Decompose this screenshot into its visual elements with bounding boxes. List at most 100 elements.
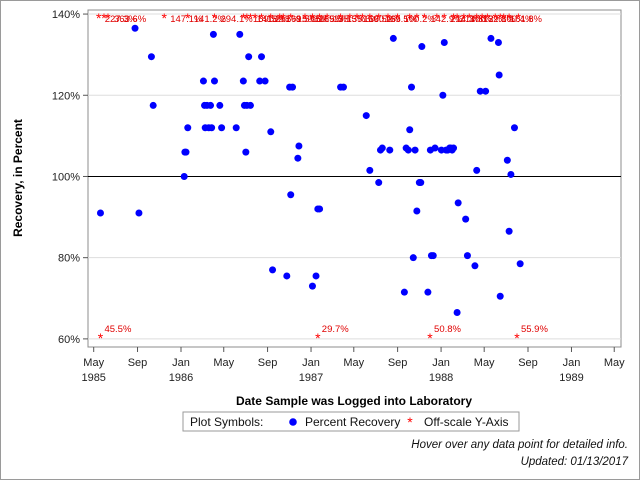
offscale-high-label: 363.6% xyxy=(114,14,147,25)
data-point xyxy=(408,83,416,91)
offscale-high-label: 141.2% xyxy=(256,14,289,25)
offscale-high-marker: * xyxy=(451,10,457,26)
x-tick-label: Sep xyxy=(388,357,408,369)
data-point xyxy=(400,288,408,296)
offscale-high-marker: * xyxy=(185,10,191,26)
data-point xyxy=(496,292,504,300)
data-point xyxy=(507,170,515,178)
data-point xyxy=(429,252,437,260)
data-point xyxy=(510,124,518,132)
offscale-high-marker: * xyxy=(96,10,102,26)
data-point xyxy=(147,53,155,61)
legend-label-offscale: Off-scale Y-Axis xyxy=(424,415,508,429)
offscale-high-marker: * xyxy=(407,10,413,26)
data-point xyxy=(495,71,503,79)
data-point xyxy=(135,209,143,217)
x-tick-label: Sep xyxy=(128,357,148,369)
offscale-high-label: 132.8% xyxy=(483,14,516,25)
data-point xyxy=(316,205,324,213)
data-point xyxy=(386,146,394,154)
x-tick-label: Sep xyxy=(518,357,538,369)
data-point xyxy=(411,146,419,154)
hover-note: Hover over any data point for detailed i… xyxy=(411,439,628,451)
data-point xyxy=(476,87,484,95)
data-point xyxy=(424,288,432,296)
plot-area xyxy=(87,9,622,348)
legend-box xyxy=(182,411,520,432)
offscale-low-marker: * xyxy=(427,330,433,346)
offscale-high-label: 161.8% xyxy=(510,14,543,25)
data-point xyxy=(294,154,302,162)
x-tick-year: 1986 xyxy=(169,372,193,384)
data-point xyxy=(418,43,426,51)
offscale-high-marker: * xyxy=(360,10,366,26)
offscale-high-marker: * xyxy=(485,10,491,26)
offscale-high-marker: * xyxy=(277,10,283,26)
data-point xyxy=(389,34,397,42)
x-tick-label: May xyxy=(83,357,104,369)
offscale-high-label: 169.5% xyxy=(363,14,396,25)
data-point xyxy=(236,30,244,38)
y-tick-label: 120% xyxy=(52,90,80,102)
data-point xyxy=(245,53,253,61)
offscale-high-label: 100.4% xyxy=(501,14,534,25)
offscale-high-marker: * xyxy=(101,10,107,26)
data-point xyxy=(289,83,297,91)
offscale-high-label: 189.5% xyxy=(268,14,301,25)
y-axis-title: Recovery, in Percent xyxy=(11,119,25,237)
data-point xyxy=(180,172,188,180)
offscale-high-marker: * xyxy=(493,10,499,26)
offscale-high-marker: * xyxy=(395,10,401,26)
data-point xyxy=(149,101,157,109)
offscale-low-label: 55.9% xyxy=(521,324,548,335)
data-point xyxy=(256,77,264,85)
offscale-high-marker: * xyxy=(501,10,507,26)
data-point xyxy=(242,148,250,156)
data-point xyxy=(362,112,370,120)
data-point xyxy=(503,156,511,164)
data-point xyxy=(450,144,458,152)
offscale-low-label: 50.8% xyxy=(434,324,461,335)
data-point xyxy=(439,91,447,99)
offscale-high-marker: * xyxy=(302,10,308,26)
data-point xyxy=(462,215,470,223)
offscale-high-marker: * xyxy=(244,10,250,26)
data-point xyxy=(404,146,412,154)
data-point xyxy=(312,272,320,280)
offscale-high-marker: * xyxy=(281,10,287,26)
data-point xyxy=(440,38,448,46)
data-point xyxy=(131,24,139,32)
data-point xyxy=(482,87,490,95)
data-point xyxy=(473,166,481,174)
x-tick-label: Jan xyxy=(432,357,450,369)
y-tick-label: 80% xyxy=(58,253,80,265)
x-tick-label: Sep xyxy=(258,357,278,369)
offscale-high-label: 100.2% xyxy=(404,14,437,25)
data-point xyxy=(182,148,190,156)
data-point xyxy=(378,144,386,152)
offscale-high-label: 169.5% xyxy=(253,14,286,25)
data-point xyxy=(218,124,226,132)
offscale-high-marker: * xyxy=(506,10,512,26)
offscale-high-marker: * xyxy=(367,10,373,26)
offscale-high-marker: * xyxy=(497,10,503,26)
offscale-high-marker: * xyxy=(241,10,247,26)
legend-label-points: Percent Recovery xyxy=(305,415,400,429)
data-point xyxy=(246,101,254,109)
data-point xyxy=(232,124,240,132)
offscale-high-marker: * xyxy=(414,10,420,26)
offscale-high-marker: * xyxy=(422,10,428,26)
x-tick-label: May xyxy=(604,357,625,369)
updated-date: Updated: 01/13/2017 xyxy=(520,456,628,468)
x-tick-year: 1987 xyxy=(299,372,323,384)
data-point xyxy=(494,38,502,46)
offscale-high-marker: * xyxy=(516,10,522,26)
data-point xyxy=(454,199,462,207)
y-tick-label: 60% xyxy=(58,334,80,346)
recovery-scatter-chart: 60% 80% 100% 120% 140% May 1985 Sep Jan 1986 May S… xyxy=(11,9,625,432)
offscale-low-marker: * xyxy=(98,330,104,346)
data-point xyxy=(287,191,295,199)
offscale-high-label: 214.3% xyxy=(450,14,483,25)
data-point xyxy=(417,179,425,187)
offscale-high-marker: * xyxy=(162,10,168,26)
